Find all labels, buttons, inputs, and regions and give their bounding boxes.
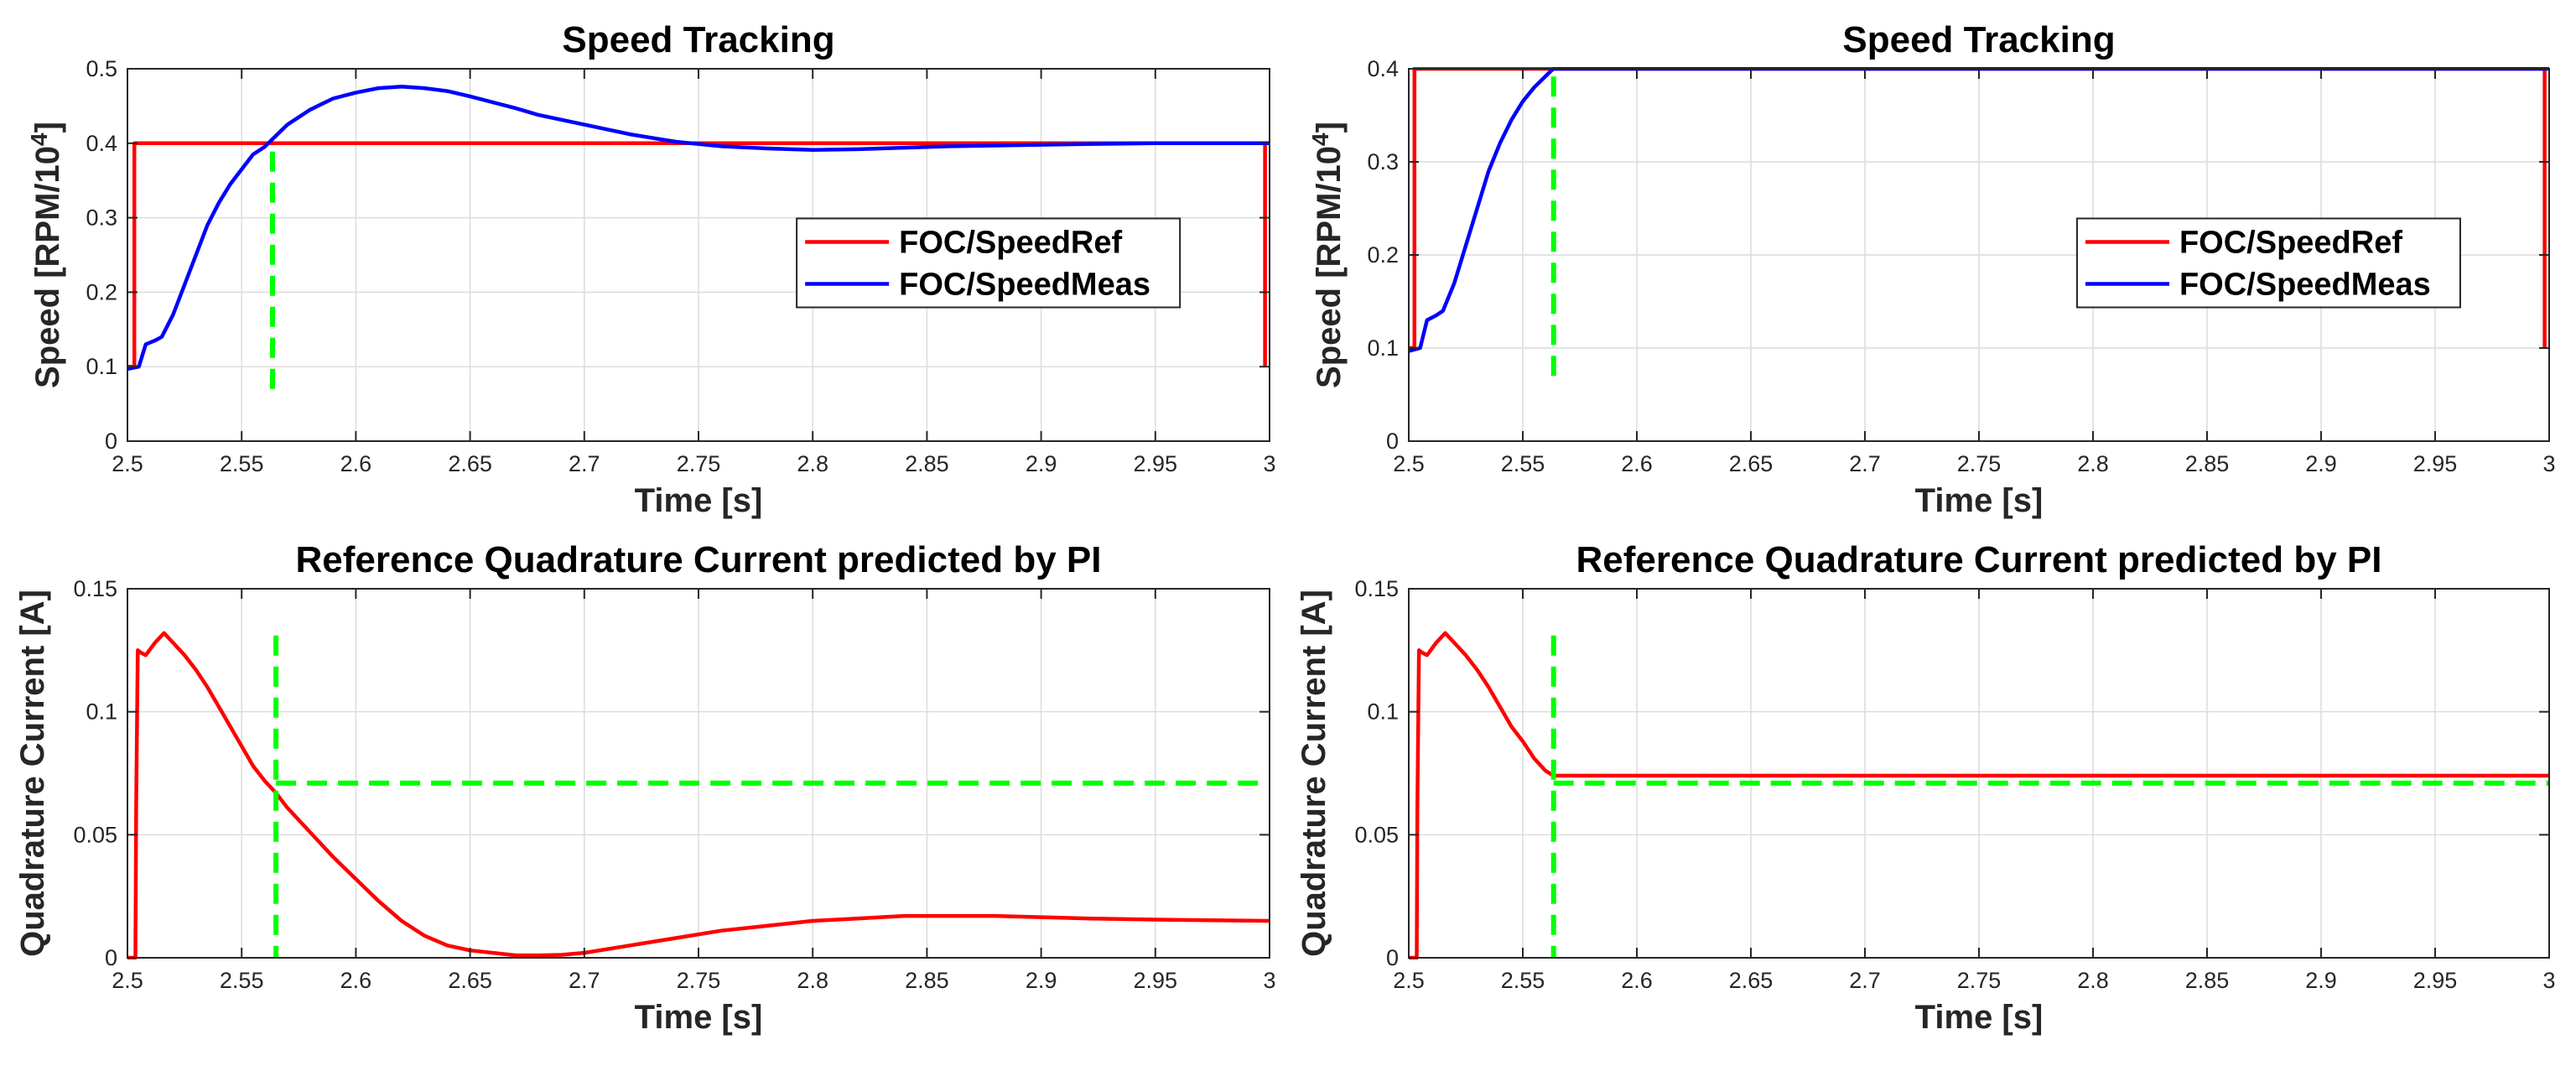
y-axis-label-exponent: 4 <box>26 133 52 146</box>
y-axis-label: Speed [RPM/104] <box>26 122 66 388</box>
x-tick-label: 2.85 <box>905 968 949 993</box>
legend: FOC/SpeedRef FOC/SpeedMeas <box>796 217 1182 309</box>
y-tick-label: 0.3 <box>1367 149 1399 174</box>
chart-title: Reference Quadrature Current predicted b… <box>1576 539 2382 580</box>
y-tick-label: 0.15 <box>1354 576 1399 601</box>
x-tick-label: 2.8 <box>797 968 828 993</box>
x-tick-label: 2.9 <box>1026 968 1057 993</box>
x-tick-label: 2.9 <box>1026 451 1057 476</box>
x-tick-label: 2.85 <box>2185 968 2230 993</box>
legend-label: FOC/SpeedMeas <box>2179 267 2431 302</box>
x-tick-label: 2.6 <box>1621 451 1653 476</box>
legend-label: FOC/SpeedMeas <box>899 267 1150 302</box>
y-tick-label: 0.2 <box>1367 242 1399 268</box>
legend-label: FOC/SpeedRef <box>899 225 1122 260</box>
y-tick-label: 0 <box>105 429 117 454</box>
x-tick-label: 2.65 <box>1729 451 1774 476</box>
legend: FOC/SpeedRef FOC/SpeedMeas <box>2075 217 2461 309</box>
x-axis-label: Time [s] <box>1915 999 2044 1036</box>
x-tick-label: 2.85 <box>2185 451 2230 476</box>
y-axis-label-exponent: 4 <box>1307 133 1333 146</box>
x-tick-label: 2.6 <box>340 451 372 476</box>
x-tick-label: 2.75 <box>1957 451 2002 476</box>
x-tick-label: 2.95 <box>1134 451 1178 476</box>
x-tick-label: 2.75 <box>1957 968 2002 993</box>
y-tick-label: 0.05 <box>1354 822 1399 847</box>
y-tick-label: 0.4 <box>1367 56 1399 81</box>
subplot-4: 2.5 2.55 2.6 2.65 2.7 2.75 2.8 2.85 2.9 2.95 3 0 0.0… <box>1296 539 2556 1036</box>
legend-label: FOC/SpeedRef <box>2179 225 2402 260</box>
y-axis-label: Quadrature Current [A] <box>1296 590 1332 957</box>
y-tick-label: 0 <box>105 945 117 970</box>
x-tick-label: 2.6 <box>340 968 372 993</box>
x-axis-label: Time [s] <box>635 999 763 1036</box>
x-tick-label: 2.95 <box>2413 451 2458 476</box>
y-axis-label: Quadrature Current [A] <box>14 590 51 957</box>
x-tick-label: 2.8 <box>2077 968 2109 993</box>
subplot-1: 2.5 2.55 2.6 2.65 2.7 2.75 2.8 2.85 2.9 2.95 3 0 0.1… <box>26 19 1276 519</box>
x-tick-label: 3 <box>1263 451 1275 476</box>
x-tick-label: 2.55 <box>220 968 264 993</box>
x-tick-label: 2.55 <box>1501 451 1545 476</box>
series-group <box>1409 631 2549 959</box>
y-tick-label: 0.4 <box>86 131 117 156</box>
x-tick-label: 2.6 <box>1621 968 1653 993</box>
chart-title: Reference Quadrature Current predicted b… <box>296 539 1102 580</box>
x-tick-label: 3 <box>1263 968 1275 993</box>
x-tick-label: 2.75 <box>677 451 721 476</box>
y-tick-label: 0.1 <box>86 699 117 725</box>
x-tick-label: 2.5 <box>112 968 143 993</box>
x-axis-label: Time [s] <box>1915 482 2044 519</box>
y-tick-label: 0 <box>1386 429 1399 454</box>
series-line-foc-speedmeas <box>1409 67 2549 353</box>
x-tick-label: 2.5 <box>1393 968 1425 993</box>
chart-title: Speed Tracking <box>1842 19 2115 60</box>
x-tick-label: 2.65 <box>448 968 492 993</box>
x-tick-label: 2.65 <box>1729 968 1774 993</box>
y-axis-label: Speed [RPM/104] <box>1307 122 1348 388</box>
x-axis-label: Time [s] <box>635 482 763 519</box>
x-tick-label: 2.9 <box>2305 451 2337 476</box>
x-tick-label: 2.9 <box>2305 968 2337 993</box>
legend-box <box>2075 217 2461 309</box>
y-tick-label: 0.1 <box>1367 699 1399 725</box>
series-line-iq-reference <box>1409 631 2549 959</box>
y-tick-label: 0 <box>1386 945 1399 970</box>
x-tick-label: 2.5 <box>1393 451 1425 476</box>
chart-title: Speed Tracking <box>562 19 834 60</box>
y-tick-label: 0.05 <box>73 822 117 847</box>
x-tick-label: 3 <box>2542 968 2555 993</box>
legend-box <box>796 217 1182 309</box>
x-tick-label: 2.75 <box>677 968 721 993</box>
x-tick-label: 2.7 <box>1849 451 1881 476</box>
x-tick-label: 2.95 <box>2413 968 2458 993</box>
x-tick-label: 2.55 <box>1501 968 1545 993</box>
subplot-2: 2.5 2.55 2.6 2.65 2.7 2.75 2.8 2.85 2.9 2.95 3 0 0.1… <box>1307 19 2556 519</box>
series-line-iq-reference <box>127 631 1270 959</box>
x-tick-label: 2.65 <box>448 451 492 476</box>
y-tick-label: 0.3 <box>86 205 117 231</box>
y-axis-label-close: ] <box>29 122 66 133</box>
y-tick-label: 0.2 <box>86 279 117 304</box>
y-tick-label: 0.1 <box>1367 335 1399 361</box>
subplot-3: 2.5 2.55 2.6 2.65 2.7 2.75 2.8 2.85 2.9 2.95 3 0 0.0… <box>14 539 1276 1036</box>
x-tick-label: 2.7 <box>1849 968 1881 993</box>
series-group <box>127 631 1270 959</box>
x-tick-label: 2.5 <box>112 451 143 476</box>
x-tick-label: 2.95 <box>1134 968 1178 993</box>
x-tick-label: 2.55 <box>220 451 264 476</box>
x-tick-label: 2.7 <box>569 968 600 993</box>
series-line-foc-speedmeas <box>127 85 1270 372</box>
y-tick-label: 0.15 <box>73 576 117 601</box>
y-axis-label-close: ] <box>1311 122 1348 133</box>
x-tick-label: 2.8 <box>797 451 828 476</box>
x-tick-label: 2.8 <box>2077 451 2109 476</box>
x-tick-label: 3 <box>2542 451 2555 476</box>
x-tick-label: 2.85 <box>905 451 949 476</box>
x-tick-label: 2.7 <box>569 451 600 476</box>
y-tick-label: 0.1 <box>86 354 117 379</box>
y-tick-label: 0.5 <box>86 56 117 81</box>
